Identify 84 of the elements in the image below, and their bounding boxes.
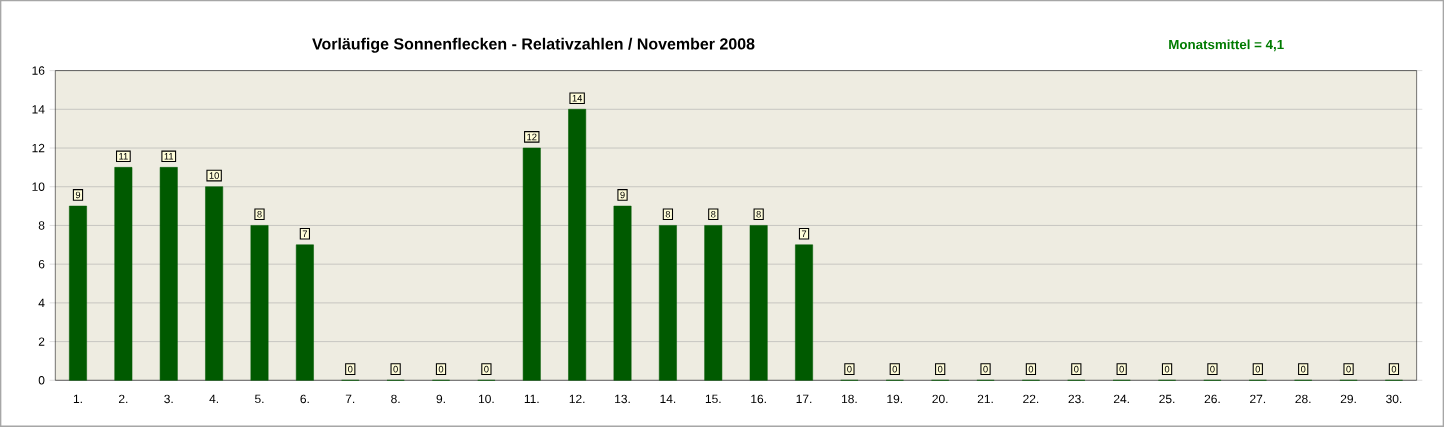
x-tick-label: 20. — [932, 394, 948, 404]
x-tick-label: 1. — [73, 394, 82, 403]
x-tick-label: 21. — [977, 394, 993, 404]
data-label: 0 — [1164, 365, 1170, 373]
data-label: 8 — [665, 211, 671, 218]
y-tick-label: 4 — [38, 298, 45, 308]
data-label: 0 — [1119, 365, 1124, 373]
data-label: 0 — [348, 365, 353, 373]
data-label: 12 — [527, 133, 537, 141]
y-tick-label: 14 — [32, 105, 45, 114]
x-tick-label: 22. — [1023, 394, 1039, 404]
x-tick-label: 3. — [164, 394, 173, 404]
data-label: 0 — [1346, 365, 1351, 373]
x-tick-label: 30. — [1386, 394, 1402, 404]
x-tick-label: 18. — [842, 394, 857, 404]
data-label: 8 — [711, 211, 716, 218]
text: Monatsmittel = 4,1 — [1169, 39, 1284, 52]
data-label: 0 — [892, 365, 898, 373]
x-tick-label: 25. — [1159, 394, 1175, 404]
bar — [613, 205, 632, 381]
x-tick-label: 16. — [751, 394, 766, 404]
data-label: 8 — [257, 211, 262, 218]
y-tick-label: 0 — [38, 376, 45, 385]
x-tick-label: 12. — [569, 394, 585, 404]
x-tick-label: 2. — [118, 394, 128, 404]
x-tick-label: 28. — [1295, 394, 1311, 404]
x-tick-label: 27. — [1250, 394, 1266, 404]
x-tick-label: 26. — [1204, 394, 1220, 404]
y-tick-label: 10 — [32, 182, 45, 192]
data-label: 0 — [847, 365, 852, 373]
data-label: 0 — [484, 365, 489, 373]
x-tick-label: 11. — [524, 394, 539, 403]
data-label: 0 — [393, 365, 398, 373]
data-label: 14 — [572, 95, 583, 102]
x-tick-label: 23. — [1068, 394, 1084, 404]
y-tick-label: 16 — [32, 66, 45, 75]
x-tick-label: 8. — [391, 394, 400, 404]
bar — [795, 244, 813, 381]
bar — [522, 147, 541, 381]
x-tick-label: 7. — [345, 394, 355, 403]
bar — [250, 225, 269, 381]
x-tick-label: 4. — [209, 394, 219, 403]
data-label: 11 — [164, 153, 174, 160]
data-label: 7 — [302, 230, 308, 237]
data-label: 0 — [438, 365, 444, 373]
data-label: 11 — [119, 153, 128, 160]
bar — [568, 109, 587, 381]
bar — [159, 167, 178, 381]
y-tick-label: 12 — [32, 143, 45, 153]
x-tick-label: 10. — [478, 394, 494, 404]
data-label: 0 — [1255, 365, 1261, 373]
x-tick-label: 9. — [436, 394, 445, 404]
data-label: 0 — [1074, 365, 1079, 373]
bar — [114, 167, 133, 381]
data-label: 8 — [756, 211, 761, 218]
bar — [658, 225, 677, 381]
x-tick-label: 15. — [705, 394, 721, 404]
bar — [295, 244, 314, 381]
data-label: 0 — [1300, 365, 1306, 373]
x-tick-label: 29. — [1340, 394, 1356, 404]
bar — [704, 225, 723, 381]
data-label: 9 — [620, 191, 625, 199]
data-label: 9 — [75, 191, 81, 199]
y-tick-label: 6 — [38, 259, 45, 269]
data-label: 0 — [983, 365, 988, 373]
x-tick-label: 6. — [300, 394, 309, 404]
data-label: 0 — [1028, 365, 1034, 373]
bar — [205, 186, 224, 381]
bar — [69, 205, 87, 381]
data-label: 0 — [1210, 365, 1215, 373]
data-label: 0 — [937, 365, 943, 373]
x-tick-label: 5. — [254, 394, 264, 404]
chart-title: Vorläufige Sonnenflecken - Relativzahlen / November 2008 — [312, 37, 755, 53]
x-tick-label: 24. — [1113, 394, 1129, 404]
data-label: 10 — [209, 172, 219, 179]
x-tick-label: 14. — [660, 394, 676, 403]
bar — [749, 225, 768, 381]
y-tick-label: 8 — [38, 221, 45, 230]
x-tick-label: 17. — [796, 394, 812, 403]
y-tick-label: 2 — [38, 337, 45, 346]
x-tick-label: 19. — [887, 394, 903, 404]
x-tick-label: 13. — [615, 394, 630, 404]
data-label: 7 — [801, 230, 807, 237]
data-label: 0 — [1391, 365, 1397, 373]
